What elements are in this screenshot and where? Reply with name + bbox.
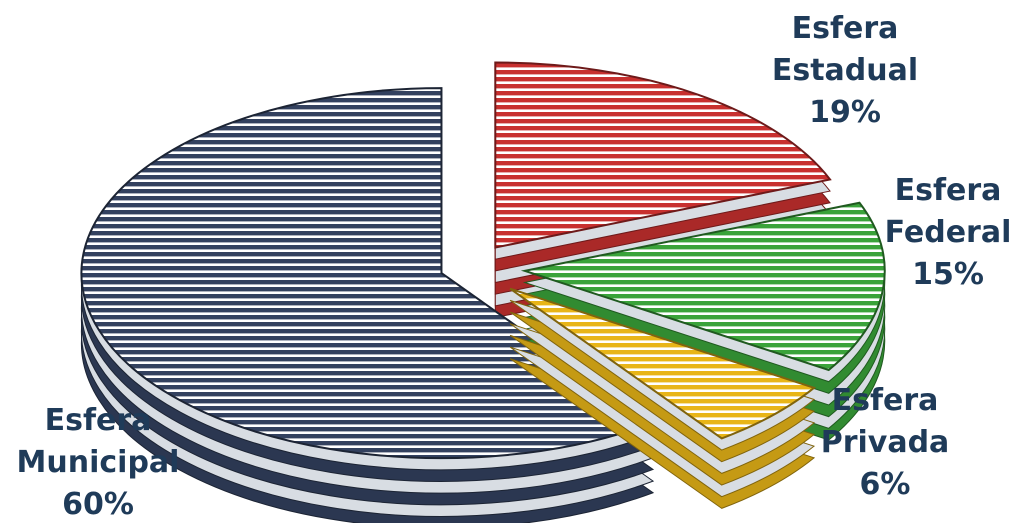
label-privada-line1: Esfera (831, 383, 939, 418)
label-privada: Esfera Privada 6% (800, 380, 970, 506)
label-privada-value: 6% (859, 467, 911, 502)
label-estadual-line2: Estadual (771, 53, 919, 88)
label-federal: Esfera Federal 15% (880, 170, 1016, 296)
label-estadual-value: 19% (809, 95, 881, 130)
label-municipal: Esfera Municipal 60% (8, 400, 188, 526)
slice-privada (509, 287, 817, 509)
label-municipal-line1: Esfera (44, 403, 152, 438)
label-municipal-value: 60% (62, 487, 134, 522)
label-federal-value: 15% (912, 257, 984, 292)
label-estadual: Esfera Estadual 19% (760, 8, 930, 134)
label-federal-line1: Esfera (894, 173, 1002, 208)
slice-municipal (80, 87, 656, 523)
label-privada-line2: Privada (820, 425, 950, 460)
label-municipal-line2: Municipal (16, 445, 180, 480)
label-federal-line2: Federal (884, 215, 1012, 250)
slice-estadual (494, 61, 832, 319)
label-estadual-line1: Esfera (791, 11, 899, 46)
